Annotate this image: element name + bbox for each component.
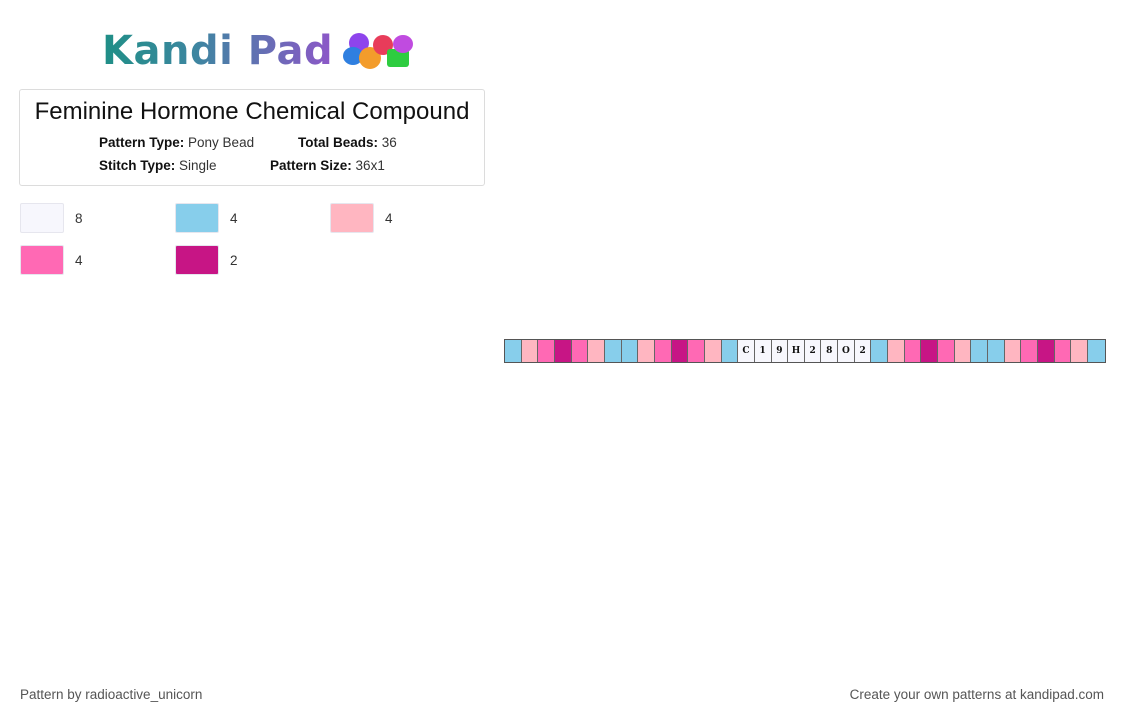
bead-cell [921, 340, 939, 362]
bead-cell [1054, 340, 1072, 362]
pattern-type-value: Pony Bead [188, 135, 255, 150]
bead-cell [904, 340, 922, 362]
logo-wordmark: Kandi Pad [102, 28, 334, 74]
bead-count: 4 [385, 210, 393, 226]
pattern-size-value: 36x1 [355, 158, 385, 173]
bead-cell [688, 340, 705, 362]
total-beads-value: 36 [381, 135, 397, 150]
stitch-type-label: Stitch Type: [99, 158, 176, 173]
bead-cell [1038, 340, 1055, 362]
bead-cell [988, 340, 1005, 362]
beads-logo-icon [343, 27, 419, 75]
bead-cell [1004, 340, 1022, 362]
bead-cell [554, 340, 572, 362]
bead-cell [1021, 340, 1038, 362]
bead-cell: 2 [804, 340, 822, 362]
color-swatch [330, 203, 374, 233]
bead-cell: H [788, 340, 805, 362]
bead-cell [954, 340, 972, 362]
bead-cell [521, 340, 539, 362]
pattern-size-row: Pattern Size: 36x1 [270, 158, 385, 173]
kandi-pad-logo[interactable]: Kandi Pad [102, 26, 419, 76]
bead-cell [505, 340, 522, 362]
color-swatch [175, 245, 219, 275]
pattern-size-label: Pattern Size: [270, 158, 352, 173]
bead-cell [888, 340, 905, 362]
stitch-type-value: Single [179, 158, 217, 173]
bead-cell [588, 340, 605, 362]
pattern-author: Pattern by radioactive_unicorn [20, 687, 203, 702]
bead-count: 4 [230, 210, 238, 226]
bead-count: 8 [75, 210, 83, 226]
pattern-type-label: Pattern Type: [99, 135, 185, 150]
pattern-type-row: Pattern Type: Pony Bead [99, 135, 254, 150]
kandipad-link[interactable]: Create your own patterns at kandipad.com [849, 687, 1104, 702]
stitch-type-row: Stitch Type: Single [99, 158, 217, 173]
pattern-title: Feminine Hormone Chemical Compound [34, 98, 470, 125]
bead-cell: 9 [771, 340, 789, 362]
bead-cell [871, 340, 889, 362]
legend-item-hot-pink: 4 [20, 245, 83, 275]
legend-item-white: 8 [20, 203, 83, 233]
bead-cell [604, 340, 622, 362]
bead-cell [721, 340, 739, 362]
bead-cell: 1 [754, 340, 772, 362]
bead-cell [971, 340, 989, 362]
legend-item-light-blue: 4 [175, 203, 238, 233]
bead-cell: 8 [821, 340, 839, 362]
bead-cell: C [738, 340, 755, 362]
bead-count: 4 [75, 252, 83, 268]
bead-count: 2 [230, 252, 238, 268]
legend-item-magenta: 2 [175, 245, 238, 275]
color-swatch [175, 203, 219, 233]
bead-cell [538, 340, 555, 362]
color-swatch [20, 245, 64, 275]
bead-cell: O [838, 340, 855, 362]
pattern-info-card: Feminine Hormone Chemical Compound Patte… [19, 89, 485, 186]
bead-cell [1071, 340, 1088, 362]
bead-cell [654, 340, 672, 362]
bead-cell [704, 340, 722, 362]
color-swatch [20, 203, 64, 233]
bead-cell [571, 340, 589, 362]
total-beads-row: Total Beads: 36 [298, 135, 397, 150]
bead-cell [938, 340, 955, 362]
legend-item-light-pink: 4 [330, 203, 393, 233]
bead-cell [638, 340, 655, 362]
bead-cell [671, 340, 689, 362]
bead-cell: 2 [854, 340, 872, 362]
total-beads-label: Total Beads: [298, 135, 379, 150]
bead-cell [621, 340, 639, 362]
bead-cell [1087, 340, 1105, 362]
